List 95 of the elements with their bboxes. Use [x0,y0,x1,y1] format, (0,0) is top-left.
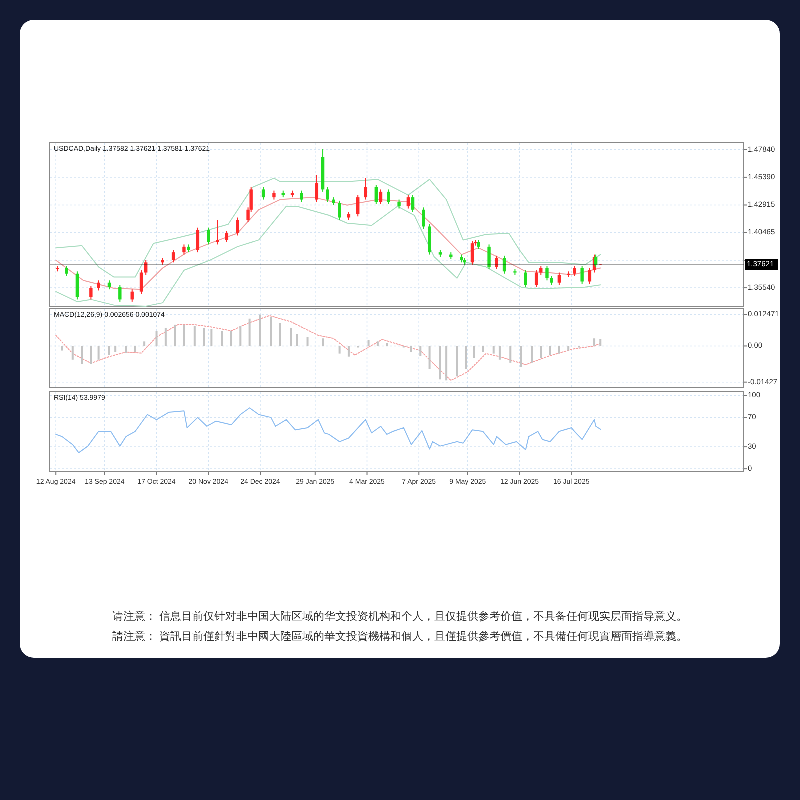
bar [322,338,324,346]
text: 請注意： 資訊目前僅針對非中國大陸區域的華文投資機構和個人，且僅提供參考價值，不具備任何現實層面指導意義。 [112,630,688,643]
bar [482,346,484,352]
bar [473,346,476,358]
candlestick [379,189,383,205]
candlestick [65,266,68,277]
candlestick [488,244,491,270]
candlestick [495,255,499,270]
bar [386,343,388,346]
candlestick [356,194,360,218]
bar [134,346,136,352]
bar [203,328,206,346]
bar [183,324,186,346]
bar [338,346,341,354]
bar [210,330,213,346]
candlestick [406,194,410,210]
candlestick [387,189,390,205]
bar [81,346,84,364]
bar [164,328,167,346]
candlestick [326,186,330,203]
candlestick [580,266,584,284]
candlestick [573,266,576,277]
candlestick [172,250,176,264]
bar [108,346,110,356]
bar [221,331,224,346]
candlestick [182,244,186,256]
candlestick [216,220,220,246]
candlestick [315,174,319,203]
bar [410,346,412,352]
candlestick [76,271,80,300]
candlestick [90,286,93,300]
candlestick [196,227,200,254]
bar [240,326,242,346]
bar [125,346,128,354]
bar [558,346,560,354]
candlestick [300,190,304,203]
candlestick [207,227,210,246]
candlestick [558,272,562,286]
candlestick [546,266,549,282]
bar [498,346,501,360]
bar [600,339,602,346]
bar [174,324,176,346]
candlestick [118,284,122,302]
candlestick [534,270,538,288]
bar [61,346,64,351]
bar [306,337,309,346]
bar [568,346,570,351]
bar [456,346,458,377]
candlestick [411,194,415,213]
candlestick [144,260,148,276]
bar [259,314,262,346]
bar [465,346,468,370]
candlestick [97,280,100,292]
candlestick [422,207,426,230]
bar [549,346,552,356]
candlestick [374,184,378,205]
candlestick [140,270,144,295]
bar [248,318,251,346]
candlestick [262,186,266,200]
bar [114,346,117,352]
line-series [56,408,602,454]
candlestick [225,230,229,243]
bar [156,331,158,346]
bar [279,323,282,346]
bar [296,334,298,346]
bar [270,317,272,346]
bar [540,346,542,358]
bar [428,346,431,370]
line-series [56,178,602,278]
bar [492,346,495,354]
bar [194,326,196,346]
bar [594,338,596,346]
bar [144,342,146,346]
candlestick [502,255,506,274]
bar [376,342,379,346]
bar [230,331,233,346]
text: 请注意： 信息目前仅针对非中国大陆区域的华文投资机构和个人，且仅提供参考价值，不具备任何现实层面指导意义。 [112,610,688,623]
bar [90,346,92,364]
bar [520,346,522,368]
candlestick [338,200,342,221]
candlestick [470,240,474,266]
candlestick [364,178,368,200]
bar [290,328,292,346]
bar [446,346,448,381]
bar [348,346,350,357]
bar [510,346,512,363]
bar [72,346,74,360]
candlestick [588,268,592,284]
bar [530,346,533,363]
candlestick [236,217,240,236]
candlestick [524,270,528,288]
bar [98,346,100,360]
bar [420,346,422,356]
bar [368,340,370,346]
bar [439,346,442,380]
